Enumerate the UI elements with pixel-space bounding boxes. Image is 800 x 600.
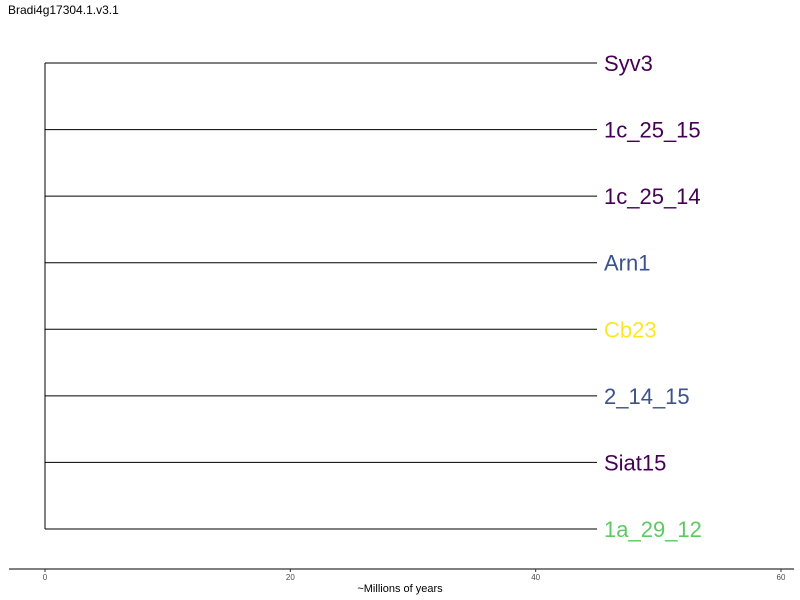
- tip-label: Arn1: [604, 251, 650, 276]
- tip-labels: Syv3 1c_25_15 1c_25_14 Arn1 Cb23 2_14_15 Siat1…: [604, 51, 702, 542]
- axis-title: ~Millions of years: [357, 583, 443, 595]
- tip-label: Cb23: [604, 317, 657, 342]
- tip-label: 1c_25_15: [604, 118, 701, 143]
- tree-branches: [44, 62, 597, 530]
- tip-label: Siat15: [604, 450, 666, 475]
- axis-tick-label: 60: [777, 573, 786, 582]
- axis-tick-label: 0: [43, 573, 48, 582]
- axis-tick-label: 40: [531, 573, 540, 582]
- tip-label: 1c_25_14: [604, 184, 701, 209]
- tip-label: 2_14_15: [604, 384, 690, 409]
- page-title: Bradi4g17304.1.v3.1: [8, 3, 119, 17]
- tip-label: 1a_29_12: [604, 517, 702, 542]
- time-axis: 0 20 40 60 ~Millions of years: [9, 568, 794, 595]
- tip-label: Syv3: [604, 51, 653, 76]
- axis-ticks: 0 20 40 60: [43, 569, 786, 582]
- axis-tick-label: 20: [286, 573, 295, 582]
